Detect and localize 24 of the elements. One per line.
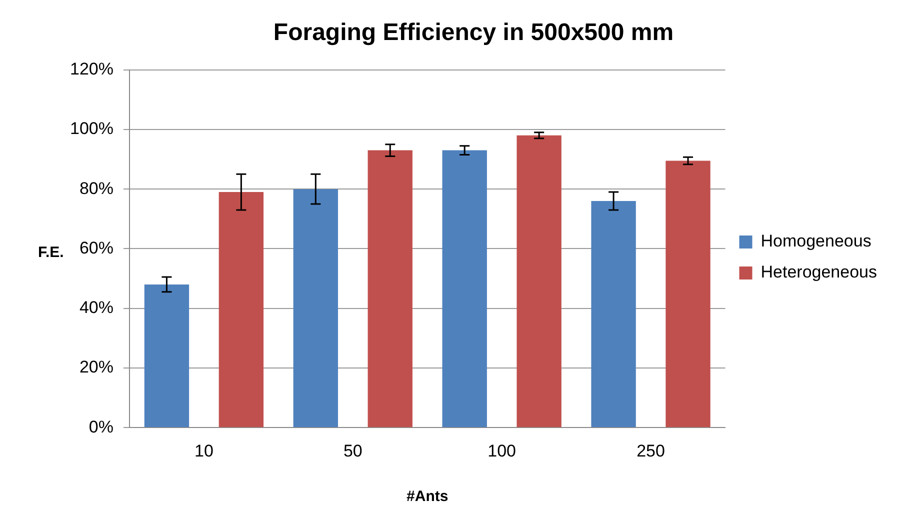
- y-tick-label: 60%: [79, 238, 114, 258]
- bar: [293, 189, 338, 428]
- bar: [666, 160, 710, 428]
- x-axis-title: #Ants: [406, 488, 448, 506]
- x-tick-label: 100: [488, 441, 516, 460]
- y-tick-label: 120%: [70, 59, 114, 78]
- chart-title: Foraging Efficiency in 500x500 mm: [273, 19, 674, 46]
- y-tick-label: 80%: [79, 178, 114, 198]
- bar: [218, 192, 264, 428]
- bar: [144, 284, 190, 428]
- bar: [516, 135, 562, 428]
- bar: [591, 200, 636, 428]
- bar: [442, 150, 487, 428]
- y-tick-label: 40%: [79, 298, 114, 318]
- y-tick-label: 0%: [88, 417, 114, 436]
- bar: [368, 150, 412, 428]
- y-axis-title: F.E.: [38, 244, 64, 261]
- legend-label: Heterogeneous: [760, 262, 878, 282]
- legend-label: Homogeneous: [760, 232, 872, 251]
- x-tick-label: 250: [636, 441, 665, 460]
- x-tick-label: 50: [343, 441, 362, 460]
- y-tick-label: 100%: [70, 119, 114, 138]
- y-tick-label: 20%: [79, 358, 114, 377]
- x-tick-label: 10: [194, 441, 214, 460]
